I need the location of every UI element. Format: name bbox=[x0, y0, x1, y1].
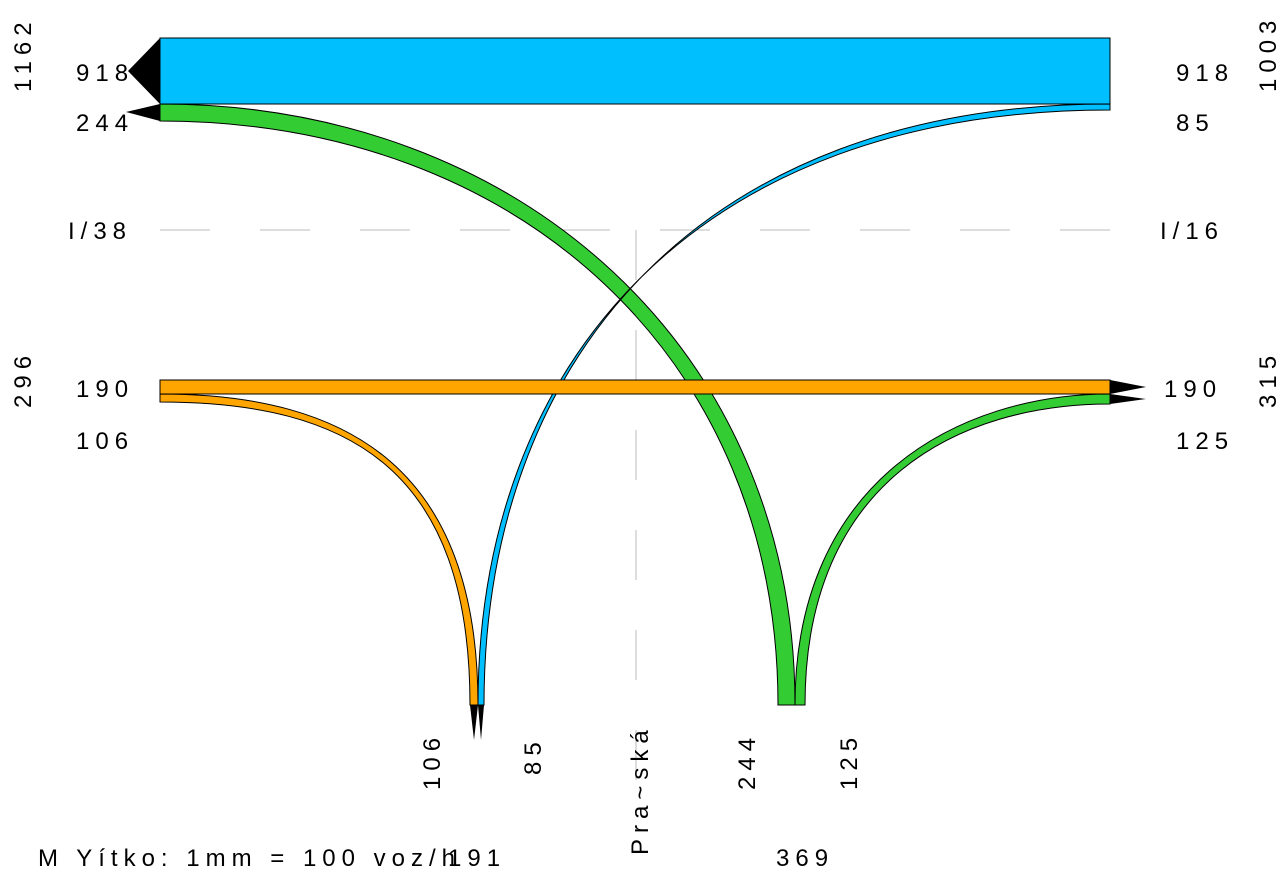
label-road-south: Pra~ská bbox=[627, 724, 654, 855]
label-south-left-total: 191 bbox=[448, 845, 506, 872]
flow-band-south-to-east-green bbox=[794, 393, 1111, 706]
label-south-blue-count: 85 bbox=[520, 736, 547, 775]
flow-band-west-to-south-orange bbox=[159, 393, 479, 706]
flow-band-through-orange bbox=[159, 379, 1111, 395]
arrow-head-east-green bbox=[1110, 394, 1146, 404]
flow-band-east-to-south-blue bbox=[477, 103, 1111, 706]
label-east-bottom-total: 315 bbox=[1255, 350, 1282, 408]
flow-band-through-blue bbox=[159, 37, 1111, 105]
label-east-to-south-count: 85 bbox=[1176, 110, 1215, 137]
label-south-green-small-count: 125 bbox=[836, 732, 863, 790]
arrow-head-west-green bbox=[126, 104, 160, 121]
label-south-right-total: 369 bbox=[776, 845, 834, 872]
arrow-head-south-orange bbox=[470, 705, 478, 740]
scale-legend: M Yítko: 1mm = 100 voz/h bbox=[38, 845, 461, 872]
label-east-top-total: 1003 bbox=[1255, 15, 1282, 92]
arrow-head-west-through bbox=[128, 38, 160, 104]
label-road-east: I/16 bbox=[1160, 218, 1224, 245]
label-south-green-count: 244 bbox=[734, 732, 761, 790]
label-east-through-count: 918 bbox=[1176, 60, 1234, 87]
label-west-lower-through-count: 190 bbox=[76, 376, 134, 403]
label-west-to-south-count: 244 bbox=[76, 110, 134, 137]
arrow-head-east-orange bbox=[1110, 380, 1146, 394]
label-east-lower-from-south-count: 125 bbox=[1176, 428, 1234, 455]
arrow-head-south-blue bbox=[478, 705, 484, 740]
label-west-top-total: 1162 bbox=[10, 16, 37, 92]
label-south-orange-count: 106 bbox=[419, 732, 446, 790]
flow-band-west-to-south-green bbox=[159, 103, 796, 706]
label-west-through-count: 918 bbox=[76, 60, 134, 87]
label-east-lower-through-count: 190 bbox=[1164, 376, 1222, 403]
label-west-bottom-total: 296 bbox=[10, 350, 37, 408]
label-west-lower-to-south-count: 106 bbox=[76, 428, 134, 455]
label-road-west: I/38 bbox=[68, 218, 132, 245]
